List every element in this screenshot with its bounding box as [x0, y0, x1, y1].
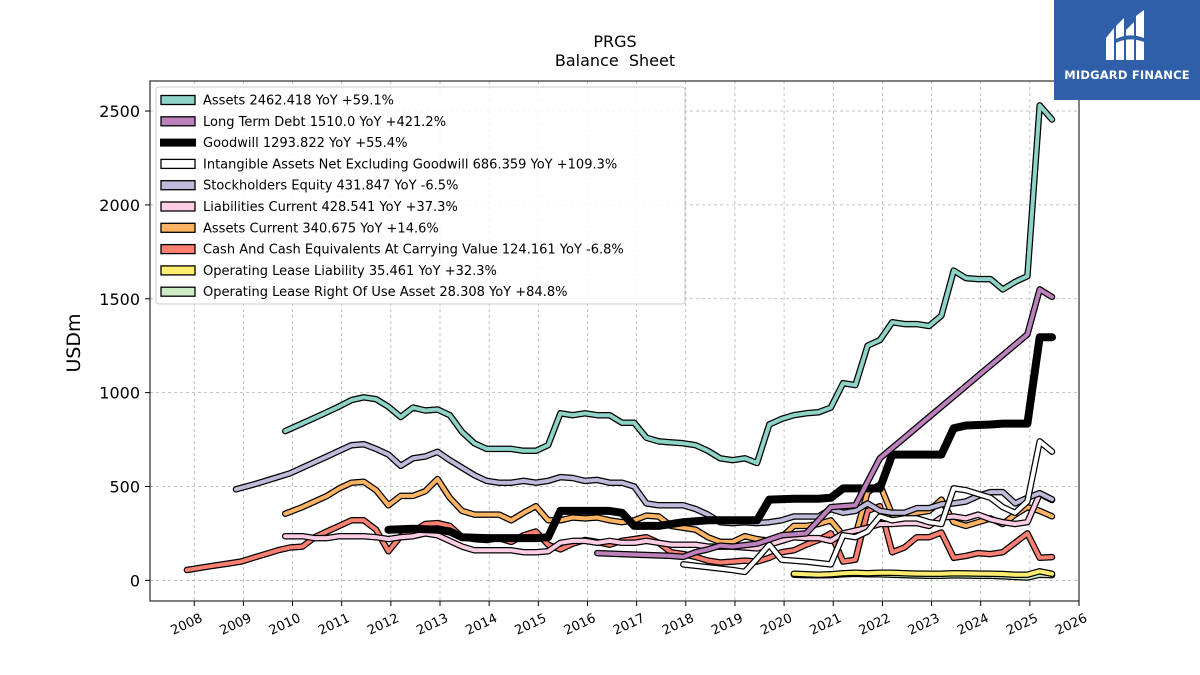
series-line — [595, 287, 1054, 559]
x-tick-label: 2016 — [562, 611, 598, 639]
x-tick-label: 2020 — [758, 611, 794, 639]
x-tick-label: 2021 — [808, 611, 844, 639]
series-line — [283, 103, 1054, 465]
y-tick-label: 0 — [130, 571, 140, 590]
legend-label: Operating Lease Right Of Use Asset 28.30… — [203, 285, 567, 300]
series-line — [234, 442, 1054, 526]
y-tick-label: 2500 — [99, 102, 140, 121]
chart-title-block: PRGS Balance Sheet — [0, 32, 1200, 70]
x-tick-label: 2009 — [218, 611, 254, 639]
x-tick-label: 2019 — [709, 611, 745, 639]
x-tick-label: 2012 — [365, 611, 401, 639]
x-tick-label: 2015 — [513, 611, 549, 639]
legend-label: Cash And Cash Equivalents At Carrying Va… — [203, 243, 624, 258]
y-tick-label: 1000 — [99, 384, 140, 403]
legend-swatch — [160, 138, 196, 147]
x-tick-label: 2024 — [955, 611, 991, 639]
x-axis: 2008 2009 2010 2011 2012 2013 2014 2015 2016 2017… — [169, 601, 1090, 639]
x-tick-label: 2014 — [464, 611, 500, 639]
x-tick-label: 2010 — [267, 611, 303, 639]
legend-box — [155, 86, 686, 305]
legend-swatch — [160, 94, 196, 106]
legend-swatch — [160, 243, 196, 255]
x-tick-label: 2011 — [316, 611, 352, 639]
legend-label: Operating Lease Liability 35.461 YoY +32… — [203, 264, 497, 279]
x-tick-label: 2023 — [906, 611, 942, 639]
legend-swatch — [160, 158, 196, 170]
x-tick-label: 2026 — [1053, 611, 1089, 639]
legend-label: Assets 2462.418 YoY +59.1% — [203, 94, 394, 109]
x-tick-label: 2025 — [1004, 611, 1040, 639]
y-tick-label: 500 — [109, 477, 140, 496]
x-tick-label: 2018 — [660, 611, 696, 639]
brand-logo: MIDGARD FINANCE — [1054, 0, 1200, 100]
y-axis-label: USDm — [63, 313, 85, 372]
series-line — [791, 569, 1054, 577]
legend-swatch — [160, 222, 196, 233]
x-tick-label: 2008 — [169, 611, 205, 639]
x-tick-label: 2013 — [414, 611, 450, 639]
legend-label: Goodwill 1293.822 YoY +55.4% — [203, 136, 407, 151]
legend-swatch — [160, 180, 196, 191]
brand-name: MIDGARD FINANCE — [1064, 68, 1190, 82]
legend-swatch — [160, 116, 196, 127]
plot-frame — [149, 80, 1080, 602]
series-line — [384, 333, 1056, 543]
legend-swatch — [160, 286, 196, 297]
legend-swatch — [160, 265, 196, 276]
legend-label: Assets Current 340.675 YoY +14.6% — [203, 221, 439, 236]
y-tick-label: 1500 — [99, 290, 140, 309]
midgard-logo-icon — [1106, 10, 1144, 60]
series-lines — [183, 102, 1056, 581]
series-line — [681, 439, 1054, 574]
chart-subtitle: Balance Sheet — [554, 51, 676, 70]
legend-label: Stockholders Equity 431.847 YoY -6.5% — [203, 179, 458, 194]
series-line — [283, 492, 1054, 555]
legend: Assets 2462.418 YoY +59.1% Long Term Debt… — [155, 86, 686, 305]
legend-label: Long Term Debt 1510.0 YoY +421.2% — [203, 115, 446, 130]
x-tick-label: 2022 — [857, 611, 893, 639]
y-axis: 0 500 1000 1500 2000 2500 — [99, 102, 150, 590]
legend-label: Liabilities Current 428.541 YoY +37.3% — [203, 200, 458, 215]
y-tick-label: 2000 — [99, 196, 140, 215]
chart-title: PRGS — [593, 32, 637, 51]
x-tick-label: 2017 — [611, 611, 647, 639]
legend-swatch — [160, 201, 196, 212]
legend-label: Intangible Assets Net Excluding Goodwill… — [203, 157, 617, 172]
